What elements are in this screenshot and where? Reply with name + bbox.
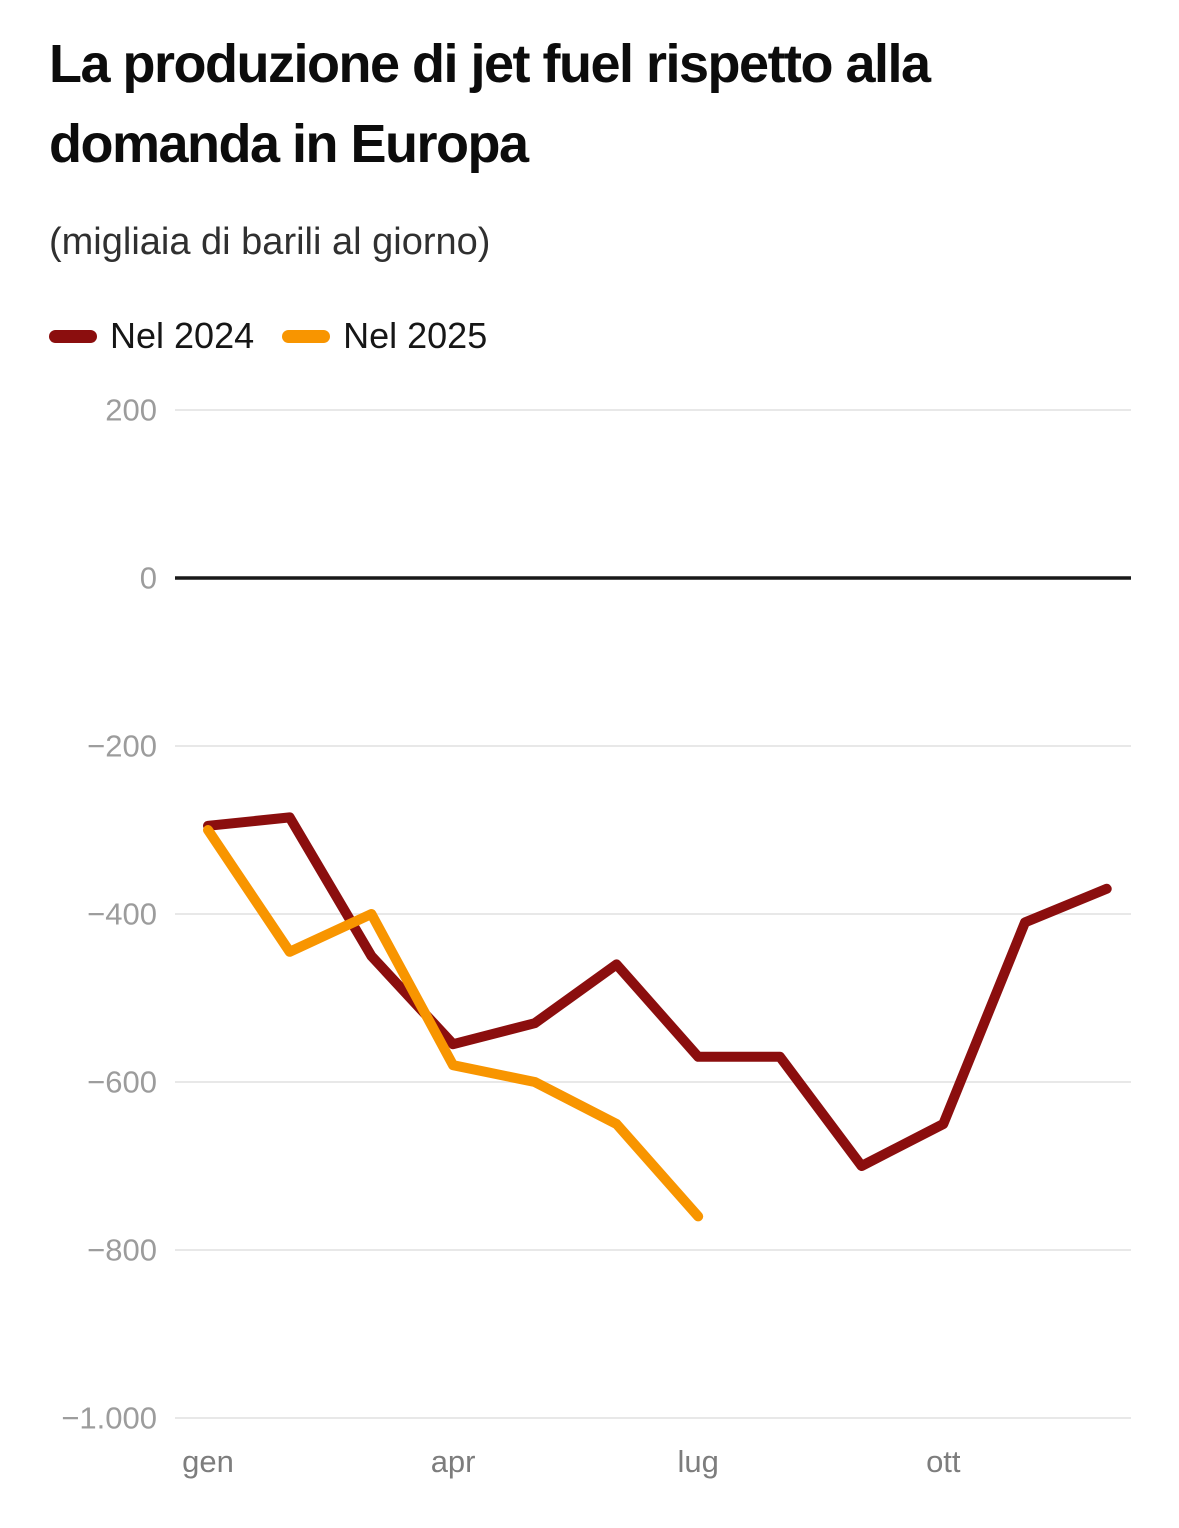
legend-item-2024: Nel 2024 (49, 315, 254, 357)
y-axis-tick-label: −1.000 (61, 1401, 157, 1436)
y-axis-tick-label: 200 (105, 393, 157, 428)
legend-swatch-2025 (282, 329, 331, 343)
series-line-2025 (203, 825, 704, 1222)
legend-item-2025: Nel 2025 (282, 315, 487, 357)
y-axis-tick-label: −400 (87, 897, 157, 932)
legend-label-2025: Nel 2025 (343, 315, 488, 356)
chart-title: La produzione di jet fuel rispetto alla … (49, 34, 931, 174)
x-axis-tick-label: ott (926, 1444, 961, 1479)
series-line-2024 (203, 812, 1112, 1171)
legend-label-2024: Nel 2024 (110, 315, 255, 356)
y-axis-tick-label: −200 (87, 729, 157, 764)
y-axis-tick-label: 0 (140, 561, 157, 596)
legend-swatch-2024 (49, 329, 97, 343)
x-axis-tick-label: gen (182, 1444, 234, 1479)
y-axis-tick-label: −600 (87, 1065, 157, 1100)
legend: Nel 2024 Nel 2025 (49, 315, 487, 357)
x-axis-tick-label: lug (678, 1444, 719, 1479)
y-axis-tick-label: −800 (87, 1233, 157, 1268)
chart-subtitle: (migliaia di barili al giorno) (49, 221, 491, 263)
x-axis-tick-label: apr (431, 1444, 476, 1479)
